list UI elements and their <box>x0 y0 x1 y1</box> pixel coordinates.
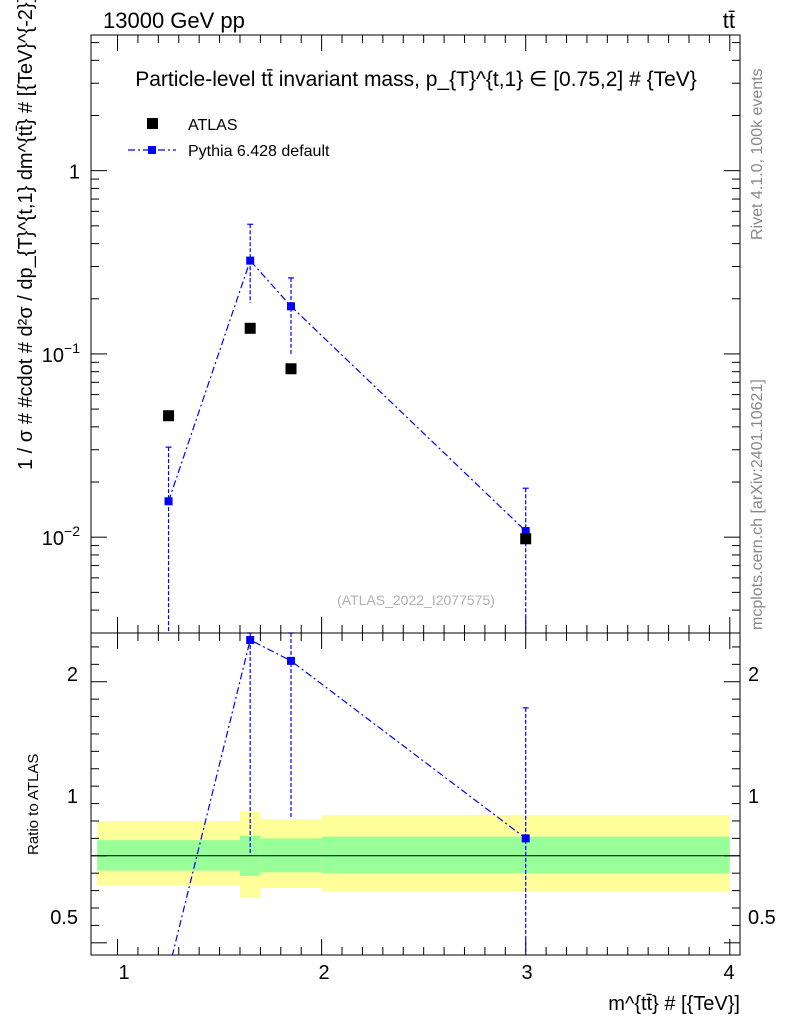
main-ytick-label: 1 <box>69 162 80 184</box>
pythia-line <box>167 259 527 532</box>
ratio-ytick-label-left-1: 1 <box>67 786 78 808</box>
mcplots-label: mcplots.cern.ch [arXiv:2401.10621] <box>749 379 766 630</box>
main-y-ticks <box>91 42 740 634</box>
legend-label-pythia: Pythia 6.428 default <box>188 143 330 160</box>
ratio-ytick-label-right-05: 0.5 <box>748 907 776 929</box>
ratio-ticks <box>91 633 740 955</box>
ratio-series-pythia <box>171 632 530 955</box>
ratio-pythia-line <box>171 639 527 955</box>
ratio-ytick-label-right-1: 1 <box>748 786 759 808</box>
ratio-ytick-label-right-2: 2 <box>748 664 759 686</box>
process-label: tt̄ <box>723 8 735 33</box>
ratio-y-axis-label: Ratio to ATLAS <box>25 754 42 855</box>
watermark: (ATLAS_2022_I2077575) <box>337 592 495 608</box>
ratio-pythia-point <box>521 834 530 843</box>
atlas-point <box>244 322 256 334</box>
xtick-label-3: 3 <box>521 962 532 984</box>
pythia-point <box>246 256 255 265</box>
main-ytick-label-base: 10 <box>42 345 64 367</box>
main-ytick-label: 10−1 <box>42 340 80 367</box>
chart-title: Particle-level tt̄ invariant mass, p_{T}… <box>135 68 697 91</box>
x-axis-label: m^{tt̄} # [{TeV}] <box>608 993 740 1015</box>
main-y-axis-label: 1 / σ # #cdot # d²σ / dp_{T}^{t,1} dm^{t… <box>15 0 37 470</box>
legend-marker-pythia <box>148 146 156 154</box>
ratio-panel: 2 1 0.5 2 1 0.5 1 2 3 4 Ratio to ATLAS m… <box>25 632 776 1015</box>
xtick-label-1: 1 <box>118 962 129 984</box>
pythia-point <box>287 302 296 311</box>
rivet-label: Rivet 4.1.0, 100k events <box>749 68 766 240</box>
ratio-pythia-point <box>246 635 255 644</box>
pythia-point <box>164 497 173 506</box>
main-panel: 10−210−11 Particle-level tt̄ invariant m… <box>15 0 741 634</box>
main-x-ticks <box>117 35 731 633</box>
main-ytick-label-exponent: −1 <box>64 340 80 356</box>
xtick-label-4: 4 <box>723 962 734 984</box>
legend: ATLAS Pythia 6.428 default <box>128 117 330 160</box>
main-series-pythia <box>164 223 530 633</box>
main-ytick-label: 10−2 <box>42 523 80 550</box>
legend-label-atlas: ATLAS <box>188 117 238 134</box>
ratio-ytick-label-left-2: 2 <box>67 664 78 686</box>
pythia-point <box>521 527 530 536</box>
atlas-point <box>285 363 297 375</box>
atlas-point <box>520 533 532 545</box>
atlas-point <box>163 410 175 422</box>
ratio-frame <box>90 632 741 956</box>
legend-marker-atlas <box>147 118 158 129</box>
main-series-atlas <box>163 322 532 545</box>
main-ytick-label-exponent: −2 <box>64 523 80 539</box>
ratio-pythia-point <box>287 656 296 665</box>
ratio-ytick-label-left-05: 0.5 <box>50 907 78 929</box>
main-y-tick-labels: 10−210−11 <box>42 162 80 551</box>
main-ytick-label-base: 10 <box>42 528 64 550</box>
ratio-uncertainty-bands <box>97 811 730 898</box>
energy-label: 13000 GeV pp <box>103 8 245 33</box>
xtick-label-2: 2 <box>318 962 329 984</box>
